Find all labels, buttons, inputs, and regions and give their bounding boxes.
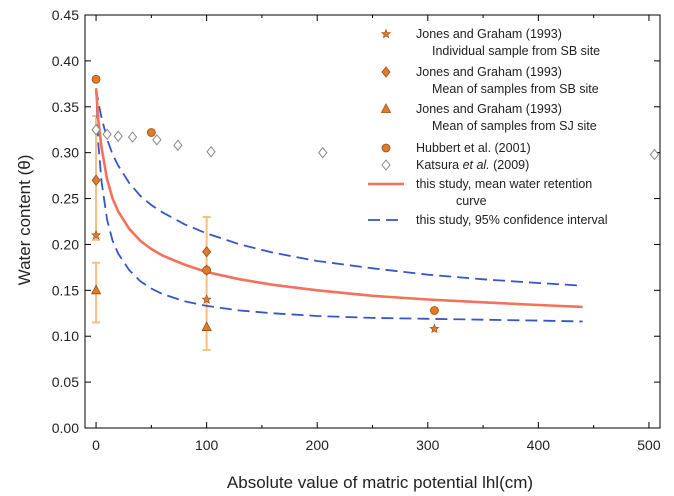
legend-label: this study, 95% confidence interval [416, 213, 608, 227]
data-point-open-diamond [91, 123, 101, 136]
legend-label-line2: Mean of samples from SJ site [432, 119, 597, 133]
data-point-triangle [90, 284, 102, 295]
legend-label: Jones and Graham (1993) [416, 65, 562, 79]
data-point-circle [202, 265, 212, 275]
ci-lower-line [95, 88, 583, 323]
mean-retention-line [94, 88, 583, 309]
y-tick-label: 0.40 [52, 53, 79, 69]
data-point-open-diamond [102, 128, 112, 141]
y-tick-label: 0.00 [52, 420, 79, 436]
data-point-star [429, 323, 440, 334]
data-point-open-diamond [173, 139, 183, 152]
x-tick-label: 100 [195, 437, 219, 453]
y-tick-label: 0.30 [52, 145, 79, 161]
legend-symbol-triangle [380, 103, 392, 113]
y-tick-label: 0.25 [52, 191, 79, 207]
data-point-star [201, 294, 212, 304]
legend-symbol-circle [381, 143, 391, 153]
data-point-open-diamond [206, 145, 216, 158]
legend-symbol-star [380, 28, 392, 39]
x-tick-label: 0 [92, 437, 100, 453]
points-group [90, 74, 660, 334]
legend-label: Jones and Graham (1993) [416, 27, 562, 41]
data-point-open-diamond [318, 146, 328, 159]
x-tick-label: 500 [637, 437, 661, 453]
y-axis-label: Water content (θ) [15, 155, 34, 286]
y-tick-label: 0.15 [52, 282, 79, 298]
x-tick-label: 200 [306, 437, 330, 453]
legend-label: Jones and Graham (1993) [416, 102, 562, 116]
legend-label-line2: Mean of samples from SB site [432, 82, 599, 96]
lines-group [94, 88, 583, 323]
legend-group: Jones and Graham (1993) Individual sample… [368, 27, 608, 227]
legend-symbol-diamond [381, 66, 391, 78]
legend-label: this study, mean water retention [416, 177, 592, 191]
data-point-open-diamond [649, 148, 660, 161]
data-point-diamond [202, 246, 212, 258]
ci-upper-line [95, 88, 583, 287]
y-tick-label: 0.45 [52, 7, 79, 23]
data-point-diamond [91, 174, 101, 186]
legend-label: Hubbert et al. (2001) [416, 141, 531, 155]
legend-label-line2: Individual sample from SB site [432, 44, 600, 58]
data-point-open-diamond [152, 134, 162, 146]
data-point-star [91, 230, 102, 240]
data-point-open-diamond [113, 130, 123, 142]
x-tick-label: 400 [527, 437, 551, 453]
axes-group: 0 100 200 300 400 500 0.00 0.05 0.10 0.15 0.20 0.25… [52, 7, 661, 453]
data-point-circle [146, 128, 156, 137]
legend-label: Katsura et al. (2009) [416, 158, 529, 172]
data-point-open-diamond [127, 131, 138, 143]
data-point-circle [91, 74, 101, 84]
legend-label-line2: curve [456, 194, 487, 208]
data-point-triangle [201, 321, 212, 331]
x-tick-label: 300 [416, 437, 440, 453]
legend-symbol-open-diamond [381, 159, 391, 171]
data-point-circle [430, 306, 439, 315]
y-tick-label: 0.05 [52, 374, 79, 390]
y-tick-label: 0.20 [52, 236, 79, 252]
x-axis-label: Absolute value of matric potential lhl(c… [227, 473, 533, 492]
y-tick-label: 0.35 [52, 99, 79, 115]
y-tick-label: 0.10 [52, 328, 79, 344]
